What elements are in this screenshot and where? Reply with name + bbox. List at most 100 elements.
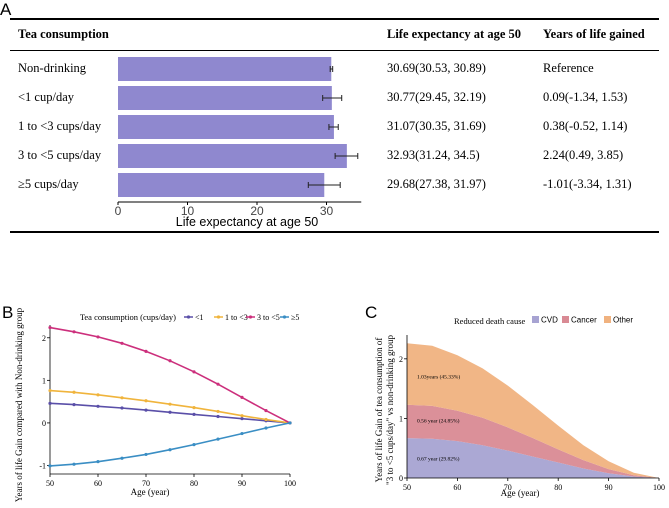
area-annotation: 0.67 year (29.82%) (417, 456, 460, 463)
bar-3 (118, 144, 347, 168)
line-x-tick-label: 100 (284, 479, 296, 488)
line-point (96, 404, 100, 408)
line-y-tick-label: 1 (42, 376, 46, 385)
line-point (264, 426, 268, 430)
row-gain: 2.24(0.49, 3.85) (543, 148, 624, 162)
row-life: 32.93(31.24, 34.5) (387, 148, 480, 162)
row-life: 30.77(29.45, 32.19) (387, 90, 486, 104)
line-point (216, 382, 220, 386)
line-point (168, 448, 172, 452)
line-point (144, 452, 148, 457)
line-point (48, 388, 52, 393)
line-legend-label: 1 to <3 (225, 313, 248, 322)
line-point (240, 431, 244, 436)
line-y-tick-label: 2 (42, 334, 46, 343)
panel-b-letter: B (2, 303, 14, 322)
bar-x-tick-label: 30 (320, 204, 334, 218)
line-point (72, 403, 76, 407)
row-label: 1 to <3 cups/day (18, 119, 102, 133)
line-legend-label: 3 to <5 (257, 313, 280, 322)
line-legend-label: <1 (195, 313, 204, 322)
line-point (240, 417, 244, 421)
line-point (216, 409, 220, 414)
line-x-axis-label: Age (year) (131, 487, 170, 497)
line-x-tick-label: 60 (94, 479, 102, 488)
life-expectancy-bar-chart: 0 10 20 30 Life expectancy at age 50 (115, 54, 362, 229)
area-x-tick-label: 100 (653, 483, 665, 492)
area-legend-swatch (532, 316, 539, 323)
line-legend-marker (282, 315, 287, 319)
bar-x-tick-label: 0 (115, 204, 122, 218)
line-point (168, 410, 172, 414)
line-point (216, 437, 220, 441)
bar-2 (118, 115, 334, 139)
row-life: 29.68(27.38, 31.97) (387, 177, 486, 191)
header-life-expectancy: Life expectancy at age 50 (387, 27, 521, 41)
bar-x-tick-label: 20 (250, 204, 264, 218)
line-legend-label: ≥5 (291, 313, 299, 322)
line-x-tick-label: 50 (46, 479, 54, 488)
line-point (168, 402, 172, 406)
area-annotation: 1.03years (45.33%) (417, 374, 460, 381)
line-y-tick-label: -1 (39, 461, 46, 470)
table-bottom-rule (10, 231, 659, 233)
area-legend-label: Other (613, 316, 633, 325)
area-y-tick-label: 1 (399, 414, 403, 423)
area-annotation: 0.56 year (24.85%) (417, 418, 460, 425)
line-series-1 (49, 389, 291, 424)
panel-c-letter: C (365, 303, 378, 322)
area-cancer (407, 404, 659, 478)
bar-x-axis-label: Life expectancy at age 50 (176, 215, 319, 229)
line-point (96, 393, 100, 397)
bar-4 (118, 173, 325, 197)
row-gain: 0.09(-1.34, 1.53) (543, 90, 628, 104)
line-point (144, 408, 148, 412)
line-y-axis-label: Years of life Gain compared with Non-dri… (14, 307, 24, 502)
line-point (48, 464, 52, 468)
area-y-axis-label-line1: Years of life Gain of tea consumption of (374, 338, 384, 483)
row-label: Non-drinking (18, 61, 87, 75)
life-gain-area-chart: 0 1 2 50 60 70 80 90 100 0.67 year (29.82%) 0.56 y… (374, 316, 665, 499)
area-x-tick-label: 60 (453, 483, 461, 492)
row-life: 30.69(30.53, 30.89) (387, 61, 486, 75)
area-x-axis-label: Age (year) (501, 488, 540, 498)
line-point (192, 412, 196, 416)
line-x-tick-label: 70 (142, 479, 150, 488)
line-point (72, 330, 76, 334)
area-legend-title: Reduced death cause (454, 316, 525, 326)
row-gain: Reference (543, 61, 594, 75)
line-point (120, 341, 124, 345)
line-point (48, 325, 52, 330)
line-legend-marker (216, 315, 221, 319)
life-gain-line-chart: -1 0 1 2 50 60 70 80 90 100 <1 1 to <3 3 to <5 ≥5 Tea… (14, 307, 299, 502)
line-point (192, 443, 196, 447)
area-legend-swatch (604, 316, 611, 323)
line-point (288, 421, 292, 425)
line-legend-marker (248, 315, 253, 319)
line-point (96, 335, 100, 339)
line-point (192, 370, 196, 374)
area-x-tick-label: 90 (605, 483, 613, 492)
line-point (168, 359, 172, 363)
row-label: <1 cup/day (18, 90, 74, 104)
row-life: 31.07(30.35, 31.69) (387, 119, 486, 133)
line-point (120, 456, 124, 460)
line-point (120, 396, 124, 400)
line-series-3 (49, 422, 291, 467)
line-point (240, 414, 244, 418)
area-legend-swatch (562, 316, 569, 323)
bar-0 (118, 57, 332, 81)
row-label: ≥5 cups/day (18, 177, 79, 191)
line-series-2 (49, 326, 291, 424)
area-cvd (407, 438, 659, 478)
panel-a-letter: A (0, 0, 12, 19)
line-point (144, 399, 148, 403)
header-tea-consumption: Tea consumption (18, 27, 109, 41)
line-point (48, 401, 52, 405)
line-legend-marker (186, 315, 191, 319)
line-y-tick-label: 0 (42, 419, 46, 428)
bar-x-tick-label: 10 (181, 204, 195, 218)
line-point (144, 349, 148, 353)
area-y-axis-label-line2: "3 to <5 cups/day" vs non-drinking group (385, 335, 395, 485)
area-legend-label: CVD (541, 316, 558, 325)
